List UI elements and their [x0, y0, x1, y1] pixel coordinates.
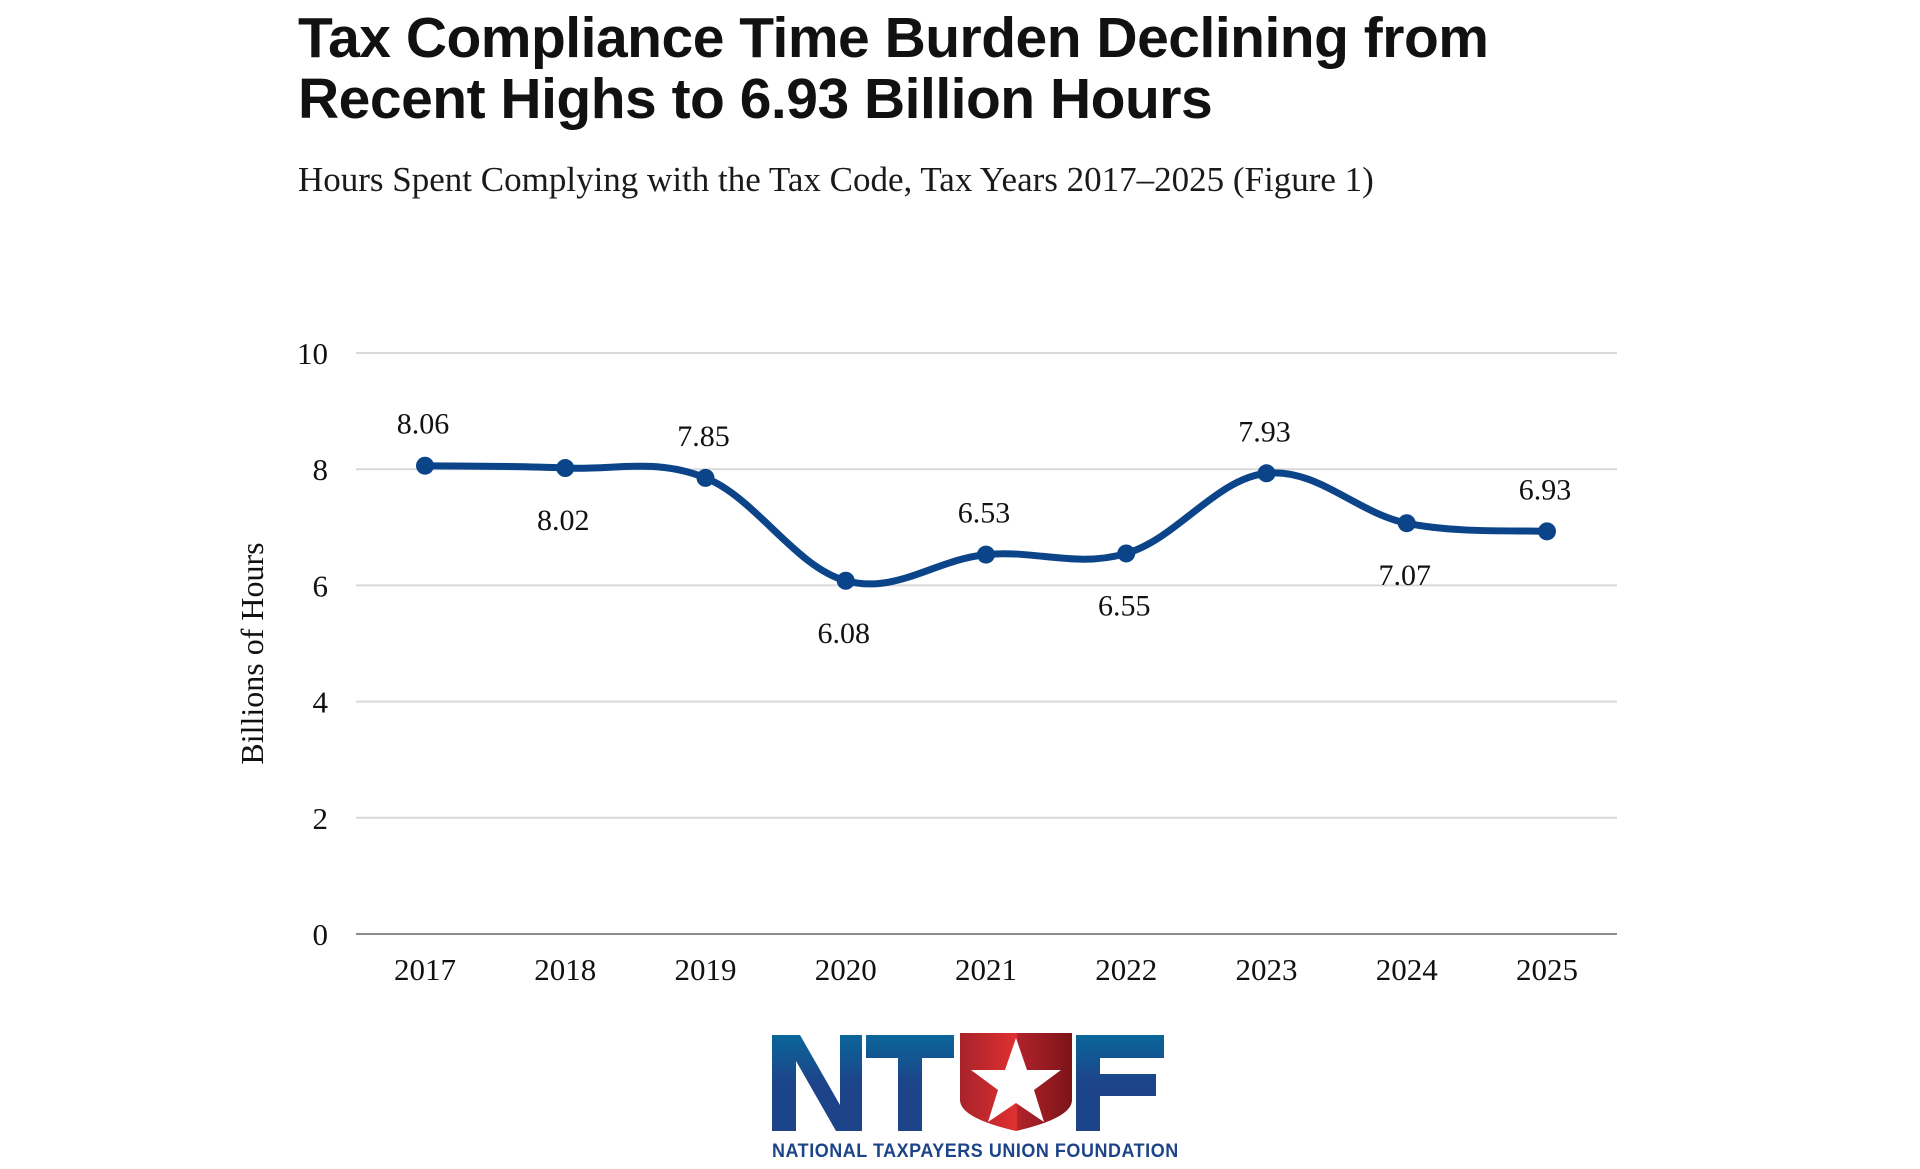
- data-label-2022: 6.55: [1098, 589, 1151, 622]
- data-point-2025: [1538, 522, 1556, 541]
- x-tick-label: 2017: [394, 952, 456, 987]
- x-axis-ticks: 2017 2018 2019 2020 2021 2022 2023 2024 2025: [394, 952, 1578, 987]
- data-label-2018: 8.02: [537, 504, 590, 537]
- data-point-2021: [977, 545, 995, 564]
- logo-letter-n: [772, 1035, 862, 1131]
- y-tick-label: 0: [313, 917, 329, 952]
- data-point-2017: [416, 456, 434, 475]
- data-point-2020: [836, 571, 855, 590]
- y-tick-label: 10: [297, 336, 328, 371]
- x-tick-label: 2022: [1095, 952, 1157, 987]
- logo-tagline: NATIONAL TAXPAYERS UNION FOUNDATION: [772, 1140, 1179, 1162]
- data-label-2017: 8.06: [397, 408, 450, 441]
- y-axis-ticks: 0 2 4 6 8 10: [297, 336, 329, 952]
- data-label-2021: 6.53: [958, 497, 1011, 530]
- x-tick-label: 2023: [1236, 952, 1298, 987]
- data-label-2020: 6.08: [818, 617, 871, 650]
- ntuf-logo: [772, 1033, 1164, 1131]
- chart-title: Tax Compliance Time Burden Declining fro…: [298, 6, 1489, 131]
- data-labels: 8.06 8.02 7.85 6.08 6.53 6.55 7.93 7.07 6.93: [397, 408, 1572, 650]
- data-label-2019: 7.85: [677, 420, 730, 453]
- x-tick-label: 2025: [1516, 952, 1578, 987]
- data-point-2023: [1257, 464, 1276, 483]
- y-tick-label: 8: [313, 452, 329, 487]
- y-tick-label: 6: [313, 568, 329, 603]
- x-tick-label: 2020: [815, 952, 877, 987]
- data-label-2025: 6.93: [1519, 473, 1572, 506]
- logo-letter-t: [866, 1035, 954, 1131]
- y-tick-label: 2: [313, 801, 329, 836]
- data-point-2018: [556, 459, 575, 478]
- data-label-2023: 7.93: [1238, 415, 1291, 448]
- logo-letter-f: [1076, 1035, 1164, 1131]
- logo-shield-star-icon: [960, 1033, 1072, 1131]
- gridlines: [356, 352, 1617, 935]
- x-tick-label: 2018: [534, 952, 596, 987]
- x-tick-label: 2024: [1376, 952, 1439, 987]
- x-tick-label: 2021: [955, 952, 1017, 987]
- x-tick-label: 2019: [675, 952, 737, 987]
- data-markers: [416, 456, 1556, 590]
- data-point-2022: [1117, 544, 1136, 563]
- data-point-2024: [1397, 514, 1416, 533]
- chart-subtitle: Hours Spent Complying with the Tax Code,…: [298, 160, 1374, 199]
- y-tick-label: 4: [313, 685, 329, 720]
- y-axis-title: Billions of Hours: [234, 542, 270, 764]
- data-point-2019: [696, 468, 715, 487]
- data-label-2024: 7.07: [1379, 559, 1432, 592]
